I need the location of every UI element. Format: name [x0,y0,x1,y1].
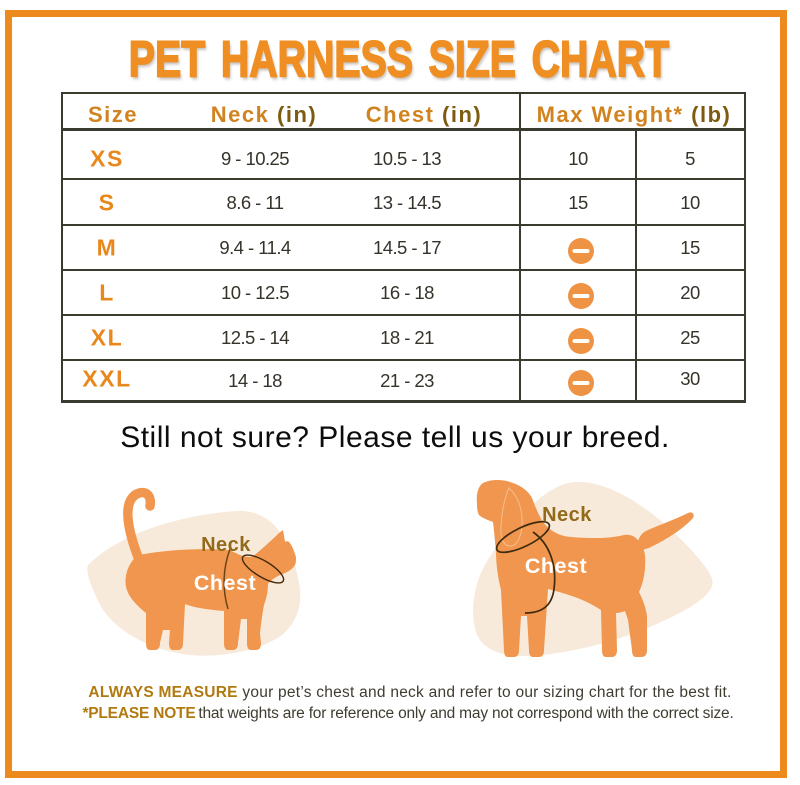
svg-text:Chest: Chest [194,571,256,595]
svg-text:Neck: Neck [201,534,251,556]
svg-text:Neck: Neck [542,504,592,526]
svg-text:Chest: Chest [525,554,587,578]
